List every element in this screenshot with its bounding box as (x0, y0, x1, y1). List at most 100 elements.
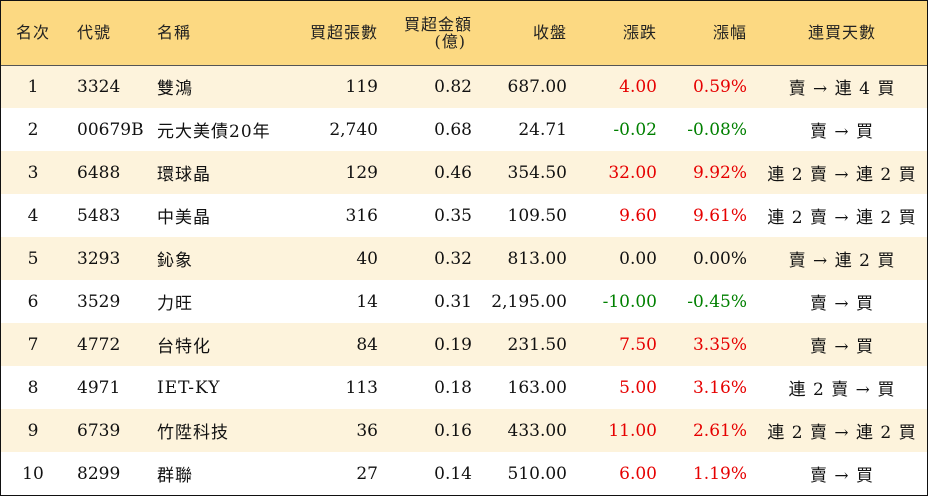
cell-name: IET-KY (157, 377, 221, 398)
cell-net-buy-amount: 0.32 (434, 248, 472, 269)
cell-rank: 8 (27, 377, 39, 398)
cell-change-pct: 0.00% (692, 248, 747, 269)
cell-change: 4.00 (619, 76, 657, 97)
cell-net-buy-lots: 316 (345, 205, 378, 226)
cell-change: 6.00 (619, 463, 657, 484)
cell-close: 109.50 (507, 205, 567, 226)
cell-change-pct: 0.59% (692, 76, 747, 97)
cell-net-buy-amount: 0.68 (434, 119, 472, 140)
cell-change-pct: -0.08% (687, 119, 747, 140)
cell-close: 510.00 (507, 463, 567, 484)
cell-name: 中美晶 (157, 208, 211, 228)
cell-code: 3529 (77, 291, 121, 312)
table-row: 10 8299 群聯 27 0.14 510.00 6.00 1.19% 賣 → 買 (1, 452, 927, 495)
header-net-buy-amount-line1: 買超金額 (403, 14, 472, 34)
cell-name: 竹陞科技 (157, 423, 229, 443)
cell-streak: 賣 → 買 (809, 294, 875, 314)
cell-streak: 賣 → 買 (809, 122, 875, 142)
cell-change: 9.60 (619, 205, 657, 226)
table-row: 1 3324 雙鴻 119 0.82 687.00 4.00 0.59% 賣 → 連 4 買 (1, 65, 927, 108)
cell-close: 354.50 (507, 162, 567, 183)
cell-rank: 2 (27, 119, 39, 140)
cell-rank: 10 (22, 463, 44, 484)
cell-net-buy-amount: 0.16 (434, 420, 472, 441)
cell-change-pct: 2.61% (692, 420, 747, 441)
cell-change: -10.00 (602, 291, 657, 312)
cell-net-buy-amount: 0.14 (434, 463, 472, 484)
header-name: 名稱 (149, 1, 284, 66)
cell-streak: 連 2 賣 → 買 (788, 380, 896, 400)
cell-name: 力旺 (157, 294, 193, 314)
cell-change-pct: 9.61% (692, 205, 747, 226)
cell-close: 687.00 (507, 76, 567, 97)
cell-change-pct: 3.16% (692, 377, 747, 398)
table-row: 6 3529 力旺 14 0.31 2,195.00 -10.00 -0.45% 賣 → 買 (1, 280, 927, 323)
cell-name: 群聯 (157, 466, 193, 486)
cell-name: 環球晶 (157, 165, 211, 185)
header-change-pct: 漲幅 (667, 1, 757, 66)
cell-change: 11.00 (608, 420, 657, 441)
cell-change: -0.02 (613, 119, 657, 140)
cell-code: 6488 (77, 162, 121, 183)
cell-streak: 連 2 賣 → 連 2 買 (767, 165, 917, 185)
table-row: 5 3293 鈊象 40 0.32 813.00 0.00 0.00% 賣 → 連 2 買 (1, 237, 927, 280)
header-net-buy-amount: 買超金額 (億) (388, 1, 482, 66)
cell-net-buy-amount: 0.82 (434, 76, 472, 97)
cell-change: 5.00 (619, 377, 657, 398)
cell-close: 163.00 (507, 377, 567, 398)
cell-net-buy-lots: 36 (356, 420, 378, 441)
cell-streak: 連 2 賣 → 連 2 買 (767, 423, 917, 443)
cell-change-pct: 9.92% (692, 162, 747, 183)
table-row: 9 6739 竹陞科技 36 0.16 433.00 11.00 2.61% 連 2 賣 → 連… (1, 409, 927, 452)
cell-rank: 7 (27, 334, 39, 355)
cell-code: 4971 (77, 377, 121, 398)
cell-change: 7.50 (619, 334, 657, 355)
cell-code: 6739 (77, 420, 121, 441)
cell-name: 元大美債20年 (157, 122, 271, 142)
cell-close: 2,195.00 (491, 291, 567, 312)
cell-close: 813.00 (507, 248, 567, 269)
cell-net-buy-lots: 84 (356, 334, 378, 355)
cell-close: 231.50 (507, 334, 567, 355)
header-row: 名次 代號 名稱 買超張數 買超金額 (億) 收盤 漲跌 漲幅 連買天數 (1, 1, 927, 66)
header-streak: 連買天數 (757, 1, 927, 66)
header-rank: 名次 (1, 1, 65, 66)
cell-net-buy-lots: 27 (356, 463, 378, 484)
cell-name: 雙鴻 (157, 79, 193, 100)
cell-code: 8299 (77, 463, 121, 484)
header-net-buy-lots: 買超張數 (284, 1, 388, 66)
table-row: 8 4971 IET-KY 113 0.18 163.00 5.00 3.16% 連 2 賣 →… (1, 366, 927, 409)
cell-net-buy-lots: 113 (345, 377, 378, 398)
cell-rank: 1 (27, 76, 39, 97)
cell-code: 5483 (77, 205, 121, 226)
cell-streak: 連 2 賣 → 連 2 買 (767, 208, 917, 228)
cell-streak: 賣 → 連 2 買 (788, 251, 896, 271)
cell-change: 32.00 (608, 162, 657, 183)
header-close: 收盤 (482, 1, 577, 66)
cell-net-buy-amount: 0.31 (434, 291, 472, 312)
cell-net-buy-amount: 0.18 (434, 377, 472, 398)
table-row: 7 4772 台特化 84 0.19 231.50 7.50 3.35% 賣 → 買 (1, 323, 927, 366)
cell-rank: 6 (27, 291, 39, 312)
cell-code: 00679B (77, 119, 144, 140)
cell-change-pct: 3.35% (692, 334, 747, 355)
table-row: 3 6488 環球晶 129 0.46 354.50 32.00 9.92% 連 2 賣 → 連… (1, 151, 927, 194)
cell-net-buy-lots: 129 (345, 162, 378, 183)
cell-close: 433.00 (507, 420, 567, 441)
header-code: 代號 (65, 1, 149, 66)
cell-change-pct: -0.45% (687, 291, 747, 312)
cell-net-buy-lots: 14 (356, 291, 378, 312)
cell-code: 3293 (77, 248, 121, 269)
cell-streak: 賣 → 買 (809, 337, 875, 357)
table-row: 2 00679B 元大美債20年 2,740 0.68 24.71 -0.02 -0.08% 賣… (1, 108, 927, 151)
cell-change-pct: 1.19% (692, 463, 747, 484)
cell-net-buy-lots: 119 (345, 76, 378, 97)
cell-net-buy-lots: 2,740 (329, 119, 378, 140)
cell-name: 鈊象 (157, 251, 193, 271)
header-net-buy-amount-line2: (億) (434, 31, 466, 51)
cell-streak: 賣 → 買 (809, 466, 875, 486)
cell-close: 24.71 (518, 119, 567, 140)
table-row: 4 5483 中美晶 316 0.35 109.50 9.60 9.61% 連 2 賣 → 連 … (1, 194, 927, 237)
